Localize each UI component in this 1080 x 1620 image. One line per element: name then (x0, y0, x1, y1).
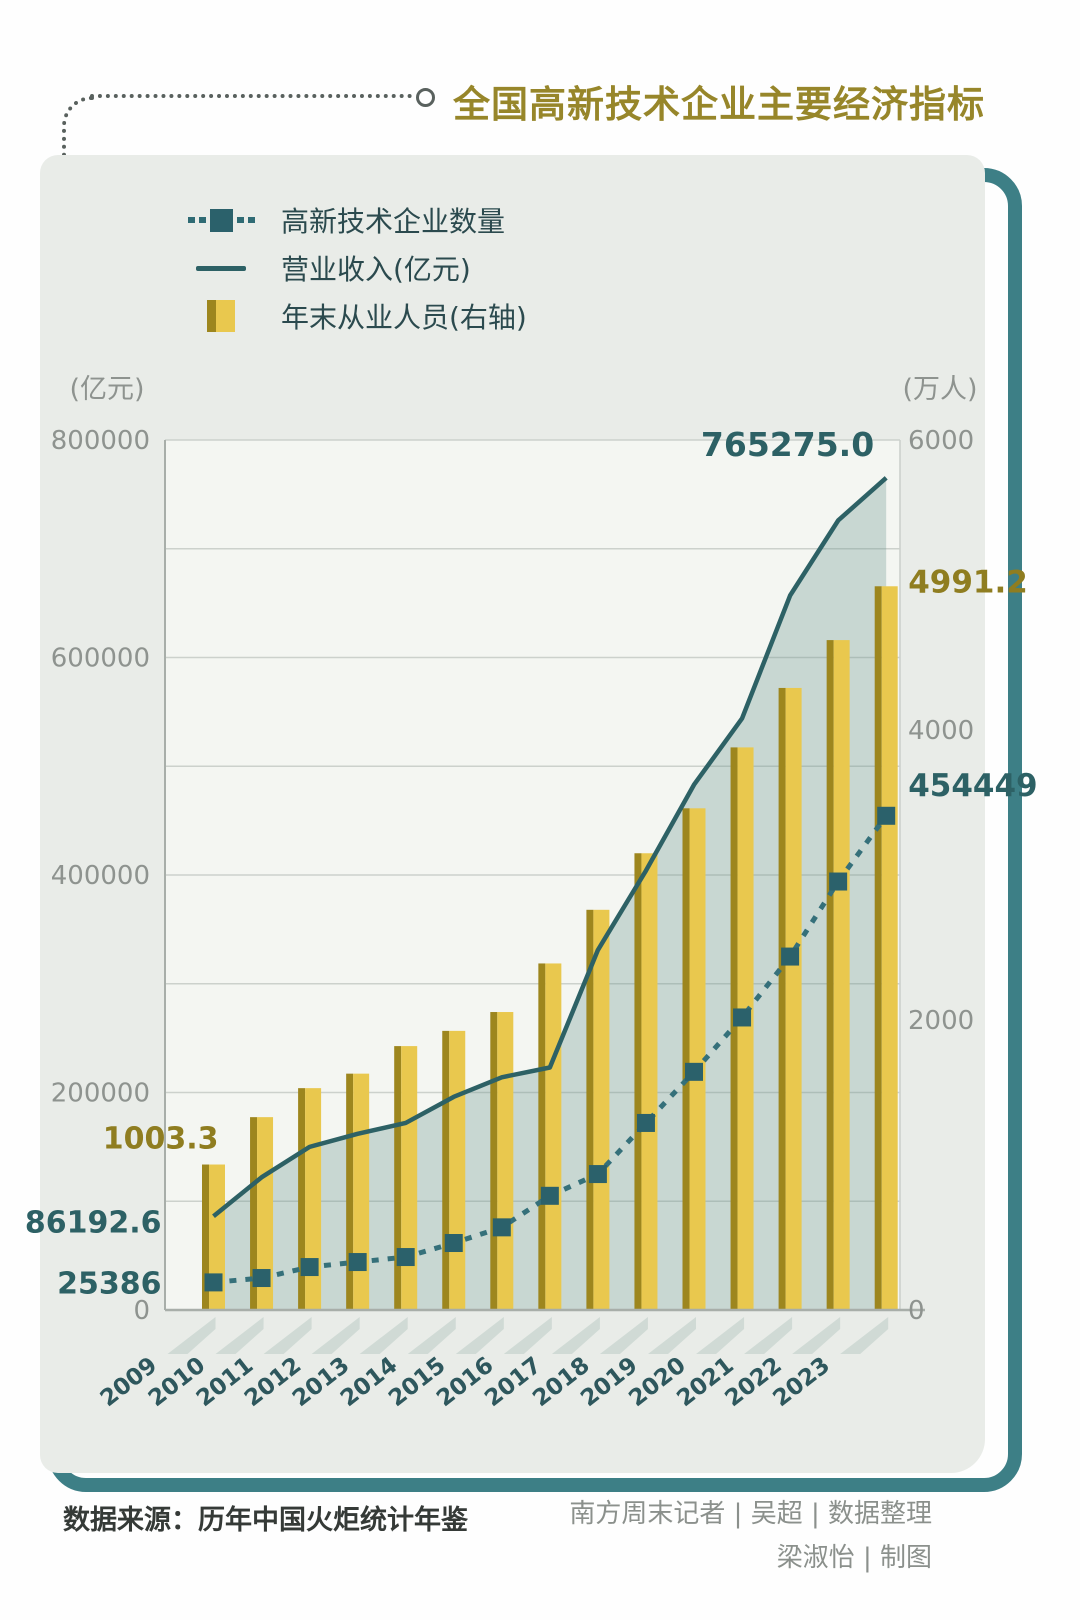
line-marker-icon (175, 265, 267, 271)
chart-legend: 高新技术企业数量 营业收入(亿元) 年末从业人员(右轴) (175, 196, 527, 340)
page-title: 全国高新技术企业主要经济指标 (453, 83, 985, 126)
x-tick-wedge (311, 1317, 360, 1354)
legend-label: 年末从业人员(右轴) (281, 301, 527, 334)
data-source-note: 数据来源：历年中国火炬统计年鉴 (63, 1505, 468, 1536)
bar (737, 747, 754, 1310)
bar (641, 853, 658, 1310)
value-annotation: 454449 (908, 768, 1037, 804)
left-axis-tick: 0 (133, 1296, 150, 1326)
square-marker (540, 1186, 559, 1205)
x-tick-wedge (503, 1317, 552, 1354)
value-annotation: 1003.3 (103, 1122, 219, 1157)
square-marker (396, 1248, 415, 1267)
x-tick-wedge (744, 1317, 793, 1354)
bar-edge (826, 640, 834, 1310)
credit-line-1: 南方周末记者 | 吴超 | 数据整理 (569, 1499, 932, 1529)
x-tick-wedge (407, 1317, 456, 1354)
square-marker (204, 1273, 223, 1292)
bar (497, 1012, 514, 1310)
bar (545, 963, 562, 1310)
value-annotation: 25386 (57, 1266, 161, 1301)
title-leader-curve (62, 96, 96, 160)
right-axis-unit: (万人) (902, 374, 977, 405)
square-marker (685, 1062, 703, 1081)
title-leader-circle-icon (416, 88, 435, 107)
dotted-square-marker-icon (175, 208, 267, 232)
square-marker (300, 1258, 319, 1277)
bar (881, 586, 898, 1310)
bar-edge (730, 747, 738, 1310)
bar-edge (250, 1117, 258, 1310)
x-tick-wedge (167, 1317, 216, 1354)
square-marker (636, 1113, 655, 1132)
credit-line-2: 梁淑怡 | 制图 (776, 1543, 932, 1573)
bar-edge (394, 1046, 402, 1310)
value-annotation: 765275.0 (701, 425, 874, 464)
bar-edge (538, 963, 546, 1310)
bar (833, 640, 850, 1310)
title-leader-line (90, 94, 412, 98)
square-marker (588, 1165, 607, 1184)
bar-marker-icon (175, 300, 267, 332)
bar (401, 1046, 418, 1310)
x-axis-year-label: 2023 (768, 1352, 834, 1412)
square-marker (492, 1218, 511, 1237)
bar (689, 808, 706, 1310)
x-tick-wedge (696, 1317, 745, 1354)
legend-item-revenue: 营业收入(亿元) (175, 244, 527, 292)
x-tick-wedge (359, 1317, 408, 1354)
square-marker (877, 806, 896, 825)
right-axis-tick: 0 (908, 1296, 925, 1326)
square-marker (829, 872, 848, 891)
bar-edge (202, 1164, 209, 1310)
x-tick-wedge (840, 1317, 889, 1354)
x-tick-wedge (792, 1317, 841, 1354)
right-axis-tick: 6000 (908, 426, 974, 456)
left-axis-unit: (亿元) (69, 374, 144, 405)
bar-edge (634, 853, 642, 1310)
bar (449, 1030, 466, 1310)
square-marker (444, 1234, 463, 1253)
bar-edge (490, 1012, 498, 1310)
bar (593, 909, 610, 1310)
bar-edge (442, 1030, 450, 1310)
x-tick-wedge (551, 1317, 600, 1354)
value-annotation: 86192.6 (25, 1205, 162, 1240)
x-tick-wedge (215, 1317, 264, 1354)
bar (257, 1117, 274, 1310)
bar-edge (778, 687, 786, 1310)
bar (305, 1088, 322, 1310)
x-tick-wedge (455, 1317, 504, 1354)
bar-edge (874, 586, 882, 1310)
left-axis-tick: 200000 (51, 1079, 150, 1109)
left-axis-tick: 400000 (51, 861, 150, 891)
revenue-area (213, 477, 887, 1310)
bar-edge (682, 808, 690, 1310)
value-annotation: 4991.2 (908, 564, 1028, 600)
bar-edge (586, 909, 594, 1310)
legend-item-employees: 年末从业人员(右轴) (175, 292, 527, 340)
square-marker (733, 1008, 752, 1027)
revenue-line (212, 476, 888, 1219)
right-axis-tick: 2000 (908, 1006, 974, 1036)
bar-edge (346, 1073, 354, 1310)
legend-item-enterprises: 高新技术企业数量 (175, 196, 527, 244)
bar (785, 687, 802, 1310)
square-marker (348, 1253, 367, 1272)
x-tick-wedge (599, 1317, 648, 1354)
square-marker (781, 947, 800, 966)
square-marker (252, 1269, 271, 1288)
x-tick-wedge (263, 1317, 312, 1354)
legend-label: 高新技术企业数量 (281, 205, 506, 238)
left-axis-tick: 600000 (51, 644, 150, 674)
right-axis-tick: 4000 (908, 716, 974, 746)
bar (353, 1073, 370, 1310)
credits: 南方周末记者 | 吴超 | 数据整理 梁淑怡 | 制图 (569, 1492, 932, 1580)
x-tick-wedge (648, 1317, 696, 1354)
legend-label: 营业收入(亿元) (281, 253, 471, 286)
bar-edge (298, 1088, 306, 1310)
left-axis-tick: 800000 (51, 426, 150, 456)
